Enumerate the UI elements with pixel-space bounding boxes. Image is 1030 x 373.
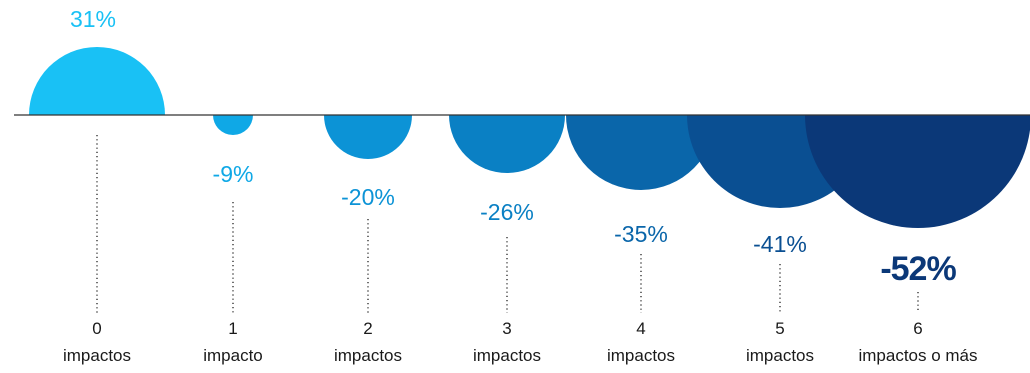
value-label-1: -9% bbox=[213, 161, 254, 187]
value-label-5: -41% bbox=[753, 231, 807, 257]
category-label-1: impacto bbox=[203, 346, 263, 365]
category-number-1: 1 bbox=[228, 319, 237, 338]
category-label-0: impactos bbox=[63, 346, 131, 365]
bubble-3 bbox=[449, 115, 565, 173]
category-number-2: 2 bbox=[363, 319, 372, 338]
category-label-6: impactos o más bbox=[858, 346, 977, 365]
value-label-2: -20% bbox=[341, 184, 395, 210]
bubble-1 bbox=[213, 115, 253, 135]
value-label-0: 31% bbox=[70, 6, 116, 32]
category-label-4: impactos bbox=[607, 346, 675, 365]
category-label-5: impactos bbox=[746, 346, 814, 365]
bubble-2 bbox=[324, 115, 412, 159]
value-label-6: -52% bbox=[880, 250, 956, 288]
value-label-4: -35% bbox=[614, 221, 668, 247]
category-number-6: 6 bbox=[913, 319, 922, 338]
bubble-0 bbox=[29, 47, 165, 115]
bubble-6 bbox=[805, 115, 1030, 228]
category-label-2: impactos bbox=[334, 346, 402, 365]
category-number-5: 5 bbox=[775, 319, 784, 338]
bubble-4 bbox=[566, 115, 716, 190]
value-label-3: -26% bbox=[480, 199, 534, 225]
category-number-4: 4 bbox=[636, 319, 645, 338]
category-number-3: 3 bbox=[502, 319, 511, 338]
category-label-3: impactos bbox=[473, 346, 541, 365]
category-number-0: 0 bbox=[92, 319, 101, 338]
